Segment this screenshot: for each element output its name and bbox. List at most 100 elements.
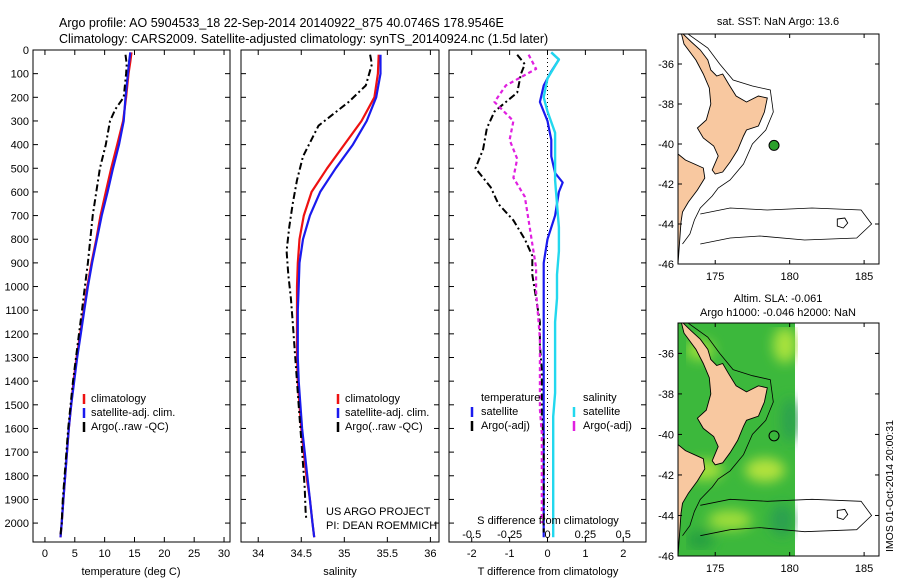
argo-float-marker bbox=[768, 430, 780, 442]
y-tick-label: 1900 bbox=[5, 494, 29, 506]
legend-climatology: climatology bbox=[91, 393, 147, 405]
x-tick-label: 0 bbox=[42, 548, 48, 560]
difference-plot: -2 -1 0 1 2 -0.5 -0.25 0 0.25 0.5 bbox=[449, 49, 646, 560]
series-line bbox=[59, 54, 128, 536]
y-tick-label: 1700 bbox=[5, 447, 29, 459]
series-line bbox=[59, 52, 133, 538]
y-tick-label: -40 bbox=[658, 429, 674, 441]
y-tick-label: -46 bbox=[658, 259, 674, 271]
x2-tick-label: 0 bbox=[544, 529, 550, 541]
sla-map-axes: 175 180 185 -36 -38 -40 -42 -44 -46 bbox=[658, 323, 879, 575]
y-tick-label: 0 bbox=[23, 45, 29, 57]
x-tick-label: 15 bbox=[128, 548, 140, 560]
sst-map-title: sat. SST: NaN Argo: 13.6 bbox=[717, 16, 839, 28]
salinity-plot: 34 34.5 35 35.5 36 bbox=[241, 49, 439, 560]
sst-map-frame bbox=[677, 33, 880, 265]
y-tick-label: -44 bbox=[658, 510, 674, 522]
legend-temperature-title: temperature bbox=[481, 392, 540, 404]
x-tick-label: 0 bbox=[544, 548, 550, 560]
y-tick-label: -40 bbox=[658, 139, 674, 151]
y-tick-label: 1100 bbox=[5, 305, 29, 317]
figure-title-line1: Argo profile: AO 5904533_18 22-Sep-2014 … bbox=[59, 16, 504, 30]
x2-tick-label: -0.25 bbox=[497, 529, 522, 541]
x-tick-label: 35.5 bbox=[377, 548, 398, 560]
x-tick-label: 180 bbox=[780, 271, 798, 283]
series-line bbox=[285, 54, 373, 521]
series-line bbox=[538, 51, 564, 538]
series-line bbox=[474, 54, 545, 533]
legend-s-argo: Argo(-adj) bbox=[583, 420, 632, 432]
sst-map bbox=[678, 34, 879, 264]
temperature-axes bbox=[32, 49, 231, 543]
x2-tick-label: 0.25 bbox=[575, 529, 596, 541]
x-tick-label: 10 bbox=[99, 548, 111, 560]
x2-tick-label: 0.5 bbox=[616, 529, 631, 541]
south-island bbox=[678, 153, 706, 264]
y-tick-label: 700 bbox=[11, 211, 29, 223]
difference-x2-label: S difference from climatology bbox=[477, 515, 619, 527]
y-tick-label: 1500 bbox=[5, 400, 29, 412]
series-line bbox=[296, 54, 382, 538]
legend-argo: Argo(..raw -QC) bbox=[91, 421, 169, 433]
x-tick-label: 175 bbox=[706, 563, 724, 575]
series-line bbox=[59, 52, 132, 538]
y-tick-label: 800 bbox=[11, 234, 29, 246]
bathymetry-contour bbox=[700, 207, 873, 245]
y-tick-label: 1400 bbox=[5, 376, 29, 388]
figure-title-line2: Climatology: CARS2009. Satellite-adjuste… bbox=[59, 32, 548, 46]
north-island bbox=[681, 323, 768, 466]
y-tick-label: 1200 bbox=[5, 329, 29, 341]
x-tick-label: 30 bbox=[218, 548, 230, 560]
project-label: US ARGO PROJECT bbox=[326, 506, 431, 518]
y-tick-label: -42 bbox=[658, 470, 674, 482]
legend-climatology: climatology bbox=[345, 393, 401, 405]
y-tick-label: 100 bbox=[11, 69, 29, 81]
x-tick-label: 35 bbox=[338, 548, 350, 560]
legend-satellite-adj: satellite-adj. clim. bbox=[345, 407, 429, 419]
temperature-legend: climatology satellite-adj. clim. Argo(..… bbox=[82, 393, 175, 433]
series-line bbox=[295, 54, 380, 538]
legend-s-satellite: satellite bbox=[583, 406, 620, 418]
y-tick-label: 900 bbox=[11, 258, 29, 270]
x-tick-label: 185 bbox=[855, 563, 873, 575]
chatham-islands bbox=[836, 217, 849, 229]
x-tick-label: 5 bbox=[72, 548, 78, 560]
y-tick-label: 1800 bbox=[5, 471, 29, 483]
x-tick-label: 185 bbox=[855, 271, 873, 283]
x-tick-label: 175 bbox=[706, 271, 724, 283]
legend-satellite-adj: satellite-adj. clim. bbox=[91, 407, 175, 419]
sla-map-title2: Argo h1000: -0.046 h2000: NaN bbox=[700, 307, 856, 319]
y-tick-label: 200 bbox=[11, 92, 29, 104]
y-tick-label: 1300 bbox=[5, 353, 29, 365]
sst-map-axes: 175 180 185 -36 -38 -40 -42 -44 -46 bbox=[658, 34, 879, 283]
bathymetry-contour bbox=[682, 34, 774, 245]
y-tick-label: 600 bbox=[11, 187, 29, 199]
x2-tick-label: -0.5 bbox=[462, 529, 481, 541]
x-tick-label: 34 bbox=[252, 548, 264, 560]
x-tick-label: -1 bbox=[505, 548, 515, 560]
legend-salinity-title: salinity bbox=[583, 392, 617, 404]
y-tick-label: 500 bbox=[11, 163, 29, 175]
argo-float-marker bbox=[768, 139, 780, 151]
x-tick-label: 36 bbox=[424, 548, 436, 560]
south-island bbox=[678, 444, 706, 556]
y-tick-label: -44 bbox=[658, 219, 674, 231]
salinity-x-label: salinity bbox=[323, 566, 357, 578]
sla-map bbox=[678, 323, 879, 556]
x-tick-label: 2 bbox=[620, 548, 626, 560]
difference-x-label: T difference from climatology bbox=[478, 566, 619, 578]
sla-map-title1: Altim. SLA: -0.061 bbox=[734, 293, 823, 305]
legend-t-argo: Argo(-adj) bbox=[481, 420, 530, 432]
y-tick-label: 400 bbox=[11, 140, 29, 152]
x-tick-label: 1 bbox=[582, 548, 588, 560]
difference-legend: temperature salinity satellite Argo(-adj… bbox=[470, 392, 632, 432]
legend-argo: Argo(..raw -QC) bbox=[345, 421, 423, 433]
y-tick-label: 1600 bbox=[5, 423, 29, 435]
y-tick-label: -38 bbox=[658, 389, 674, 401]
pi-label: PI: DEAN ROEMMICH bbox=[326, 520, 437, 532]
north-island bbox=[681, 34, 768, 175]
temperature-x-label: temperature (deg C) bbox=[81, 566, 180, 578]
series-line bbox=[493, 54, 543, 524]
x-tick-label: 34.5 bbox=[291, 548, 312, 560]
temperature-plot: 0100200300400500600700800900100011001200… bbox=[5, 45, 231, 560]
